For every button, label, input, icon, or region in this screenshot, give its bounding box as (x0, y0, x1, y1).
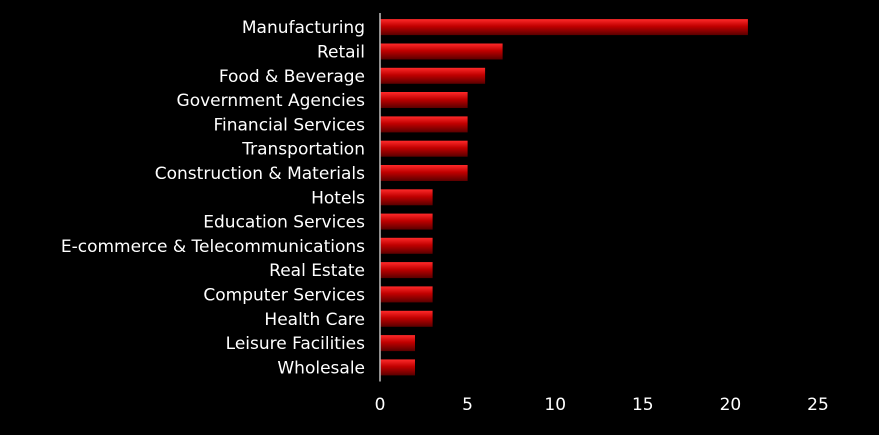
category-label: Retail (317, 43, 365, 63)
category-label: Hotels (311, 188, 365, 208)
bar (380, 189, 433, 206)
x-tick-label: 10 (544, 395, 566, 415)
category-labels: Manufacturing Retail Food & Beverage Govern… (61, 18, 365, 378)
category-label: E-commerce & Telecommunications (61, 237, 365, 257)
bar (380, 165, 468, 181)
bar (380, 92, 468, 108)
bar (380, 310, 433, 327)
category-label: Construction & Materials (155, 164, 365, 184)
bar (380, 335, 415, 352)
bar (380, 286, 433, 303)
category-label: Food & Beverage (219, 67, 365, 87)
bars-group (380, 19, 748, 376)
x-tick-labels: 0 5 10 15 20 25 (375, 395, 829, 415)
bar (380, 359, 415, 376)
x-tick-label: 5 (462, 395, 473, 415)
x-tick-label: 0 (375, 395, 386, 415)
bar (380, 237, 433, 254)
bar (380, 140, 468, 157)
category-label: Real Estate (269, 261, 365, 281)
category-label: Education Services (203, 213, 365, 233)
category-label: Computer Services (203, 285, 365, 305)
bar (380, 43, 503, 60)
category-label: Government Agencies (177, 91, 366, 111)
bar (380, 213, 433, 230)
category-label: Transportation (241, 140, 365, 160)
category-label: Health Care (264, 310, 365, 330)
category-label: Wholesale (277, 358, 365, 378)
x-tick-label: 15 (632, 395, 654, 415)
bar (380, 67, 486, 84)
x-tick-label: 20 (720, 395, 742, 415)
category-label: Leisure Facilities (226, 334, 365, 354)
bar (380, 116, 468, 133)
x-tick-label: 25 (807, 395, 829, 415)
category-label: Financial Services (213, 115, 365, 135)
category-label: Manufacturing (242, 18, 365, 38)
bar (380, 262, 433, 279)
bar (380, 19, 748, 36)
